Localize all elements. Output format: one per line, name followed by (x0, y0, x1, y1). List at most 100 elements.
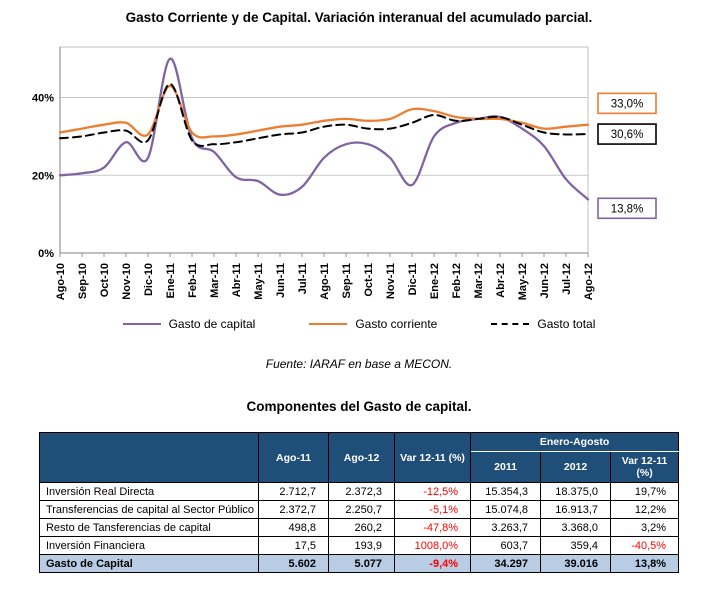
table-row: Inversión Real Directa 2.712,7 2.372,3 -12,… (38, 482, 680, 501)
x-axis-label: May-12 (517, 263, 529, 300)
row-label: Gasto de Capital (38, 554, 260, 573)
legend-item-gasto-de-capital: Gasto de capital (122, 317, 256, 331)
x-axis-label: Feb-11 (187, 263, 199, 298)
x-axis-label: May-11 (253, 263, 265, 300)
table-cell: 16.913,7 (540, 500, 612, 519)
x-axis-label: Oct-10 (99, 263, 111, 297)
legend-item-gasto-corriente: Gasto corriente (309, 317, 437, 331)
row-label: Inversión Real Directa (38, 482, 260, 501)
x-axis-label: Abr-11 (231, 263, 243, 297)
table-cell: 5.602 (258, 554, 330, 573)
column-group-header: Enero-Agosto (470, 432, 680, 452)
table-cell: 5.077 (328, 554, 396, 573)
x-axis-label: Dic-11 (407, 263, 419, 295)
x-axis-label: Ago-10 (55, 263, 67, 300)
x-axis-label: Nov-10 (121, 263, 133, 300)
table-cell: 15.074,8 (470, 500, 542, 519)
x-axis-label: Jun-11 (275, 263, 287, 298)
legend-line-sample-gasto-de-capital (122, 323, 161, 325)
legend-label: Gasto corriente (355, 317, 438, 331)
column-header-ago-11: Ago-11 (258, 432, 330, 483)
row-label: Transferencias de capital al Sector Públ… (38, 500, 260, 519)
x-axis-label: Ene-11 (165, 263, 177, 298)
chart-legend: Gasto de capital Gasto corriente Gasto tot… (0, 317, 718, 331)
legend-label: Gasto total (537, 317, 596, 331)
table-cell: 13,8% (610, 554, 680, 573)
column-header-var-12-11: Var 12-11 (%) (394, 432, 472, 483)
end-label-box-gasto-corriente (597, 92, 657, 115)
table-cell: 1008,0% (394, 536, 472, 555)
table-cell: 260,2 (328, 518, 396, 537)
table-cell: 359,4 (540, 536, 612, 555)
y-axis-label: 40% (32, 93, 54, 105)
end-label-text-gasto-corriente: 33,0% (611, 98, 644, 110)
table-cell: 193,9 (328, 536, 396, 555)
table-cell: 3.368,0 (540, 518, 612, 537)
table-row: Resto de Tansferencias de capital 498,8 26… (38, 518, 680, 537)
table-cell: 2.250,7 (328, 500, 396, 519)
x-axis-label: Mar-11 (209, 263, 221, 298)
legend-line-sample-gasto-total (491, 323, 530, 325)
table-cell: -47,8% (394, 518, 472, 537)
table-corner-cell (38, 432, 260, 483)
x-axis-label: Mar-12 (473, 263, 485, 298)
series-line-gasto-de-capital (58, 57, 590, 201)
table-row: Inversión Financiera 17,5 193,9 1008,0% 603,… (38, 536, 680, 555)
report-page: Gasto Corriente y de Capital. Variación … (0, 10, 718, 573)
x-axis-label: Jul-11 (297, 263, 309, 294)
x-axis-label: Nov-11 (385, 263, 397, 299)
x-axis-label: Ene-12 (429, 263, 441, 299)
x-axis-label: Sep-10 (77, 263, 89, 299)
series-line-gasto-total (59, 82, 589, 147)
table-cell: -9,4% (394, 554, 472, 573)
table-cell: 34.297 (470, 554, 542, 573)
x-axis-label: Feb-12 (451, 263, 463, 298)
row-label: Resto de Tansferencias de capital (38, 518, 260, 537)
table-cell: -40,5% (610, 536, 680, 555)
y-axis-label: 20% (32, 170, 54, 182)
end-label-box-gasto-total (597, 123, 657, 145)
table-cell: 39.016 (540, 554, 612, 573)
table-cell: -12,5% (394, 482, 472, 501)
x-axis-label: Ago-11 (319, 263, 331, 300)
series-line-gasto-corriente (58, 84, 590, 139)
table-title: Componentes del Gasto de capital. (246, 399, 472, 414)
column-subheader-2011: 2011 (470, 451, 542, 483)
legend-item-gasto-total: Gasto total (491, 317, 595, 331)
x-axis-label: Abr-12 (495, 263, 507, 298)
table-cell: 498,8 (258, 518, 330, 537)
table-cell: 19,7% (610, 482, 680, 501)
x-axis-label: Ago-12 (583, 263, 595, 300)
table-cell: 2.372,3 (328, 482, 396, 501)
table-cell: 603,7 (470, 536, 542, 555)
table-cell: 2.712,7 (258, 482, 330, 501)
end-label-text-gasto-de-capital: 13,8% (611, 203, 644, 215)
y-axis-label: 0% (38, 248, 54, 260)
x-axis-label: Oct-11 (363, 263, 375, 297)
table-cell: 17,5 (258, 536, 330, 555)
table-cell: 3,2% (610, 518, 680, 537)
legend-line-sample-gasto-corriente (309, 323, 348, 325)
x-axis-label: Jun-12 (539, 263, 551, 298)
table-cell: 12,2% (610, 500, 680, 519)
table-cell: 2.372,7 (258, 500, 330, 519)
legend-label: Gasto de capital (168, 317, 256, 331)
capital-components-table: Ago-11 Ago-12 Var 12-11 (%) Enero-Agosto 201… (38, 432, 680, 573)
source-note: Fuente: IARAF en base a MECON. (265, 357, 453, 371)
plot-border (59, 46, 589, 254)
end-label-box-gasto-de-capital (597, 197, 657, 220)
chart-title: Gasto Corriente y de Capital. Variación … (125, 10, 593, 25)
row-label: Inversión Financiera (38, 536, 260, 555)
table-total-row: Gasto de Capital 5.602 5.077 -9,4% 34.297 39.… (38, 554, 680, 573)
column-subheader-var-12-11: Var 12-11 (%) (610, 451, 680, 483)
column-header-ago-12: Ago-12 (328, 432, 396, 483)
end-label-text-gasto-total: 30,6% (611, 129, 644, 141)
x-axis-label: Sep-11 (341, 263, 353, 298)
line-chart: 0% 20% 40% Ago-10 Sep-10 Oct-10 Nov-10 Dic-10 En… (32, 46, 657, 300)
x-axis-label: Jul-12 (561, 263, 573, 295)
column-subheader-2012: 2012 (540, 451, 612, 483)
table-cell: 18.375,0 (540, 482, 612, 501)
table-cell: 15.354,3 (470, 482, 542, 501)
table-cell: 3.263,7 (470, 518, 542, 537)
table-row: Transferencias de capital al Sector Públ… (38, 500, 680, 519)
